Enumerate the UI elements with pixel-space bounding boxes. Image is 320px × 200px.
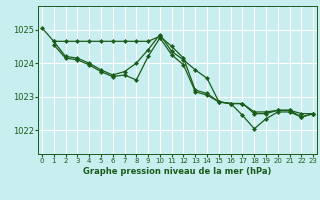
X-axis label: Graphe pression niveau de la mer (hPa): Graphe pression niveau de la mer (hPa) <box>84 167 272 176</box>
